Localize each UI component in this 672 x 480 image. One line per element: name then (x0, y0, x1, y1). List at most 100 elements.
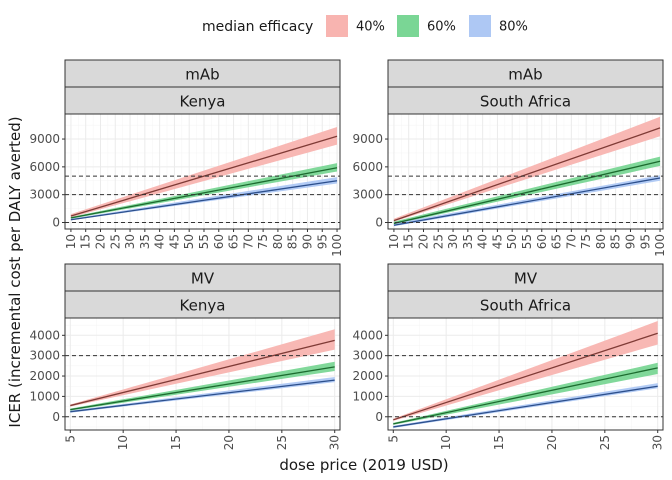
x-tick-label: 30 (123, 234, 137, 249)
y-tick-label: 1000 (29, 389, 60, 403)
strip-country-label: Kenya (180, 297, 226, 315)
strip-country (64, 290, 341, 319)
x-tick-label: 15 (402, 234, 416, 249)
panel-border (387, 113, 664, 230)
y-tick-label: 6000 (29, 160, 60, 174)
strip-country-label: South Africa (480, 93, 571, 111)
ribbon-40pct (393, 321, 658, 421)
panel-border (64, 113, 341, 230)
x-tick-label: 30 (446, 234, 460, 249)
y-tick-label: 9000 (29, 132, 60, 146)
series-group (70, 329, 335, 413)
x-tick-label: 5 (63, 435, 77, 443)
x-tick-label: 45 (490, 234, 504, 249)
x-tick-label: 40 (476, 234, 490, 249)
strip-country (387, 290, 664, 319)
x-tick-label: 30 (328, 435, 342, 450)
x-tick-label: 85 (286, 234, 300, 249)
line-40pct (393, 332, 658, 421)
x-tick-label: 80 (594, 234, 608, 249)
x-tick-label: 80 (271, 234, 285, 249)
x-tick-label: 90 (623, 234, 637, 249)
strip-product-label: mAb (508, 66, 542, 84)
strip-country-label: Kenya (180, 93, 226, 111)
strip-country-label: South Africa (480, 297, 571, 315)
legend-swatch-3 (469, 15, 491, 37)
x-tick-label: 65 (550, 234, 564, 249)
strip-product-label: MV (191, 270, 215, 288)
x-tick-label: 100 (653, 234, 667, 257)
x-tick-label: 65 (227, 234, 241, 249)
y-tick-label: 0 (375, 410, 383, 424)
x-tick-label: 5 (386, 435, 400, 443)
x-tick-label: 25 (275, 435, 289, 450)
line-60pct (70, 366, 335, 411)
legend-label-3: 80% (499, 20, 528, 35)
x-tick-label: 60 (535, 234, 549, 249)
panel-border (64, 317, 341, 431)
y-tick-label: 0 (52, 216, 60, 230)
line-60pct (393, 160, 661, 225)
strip-product-label: MV (514, 270, 538, 288)
panel-2: mAb South Africa 0 3000 6000 9000 10 15 20 25 30 35… (352, 59, 667, 257)
legend-swatch-2 (397, 15, 419, 37)
strip-product-label: mAb (185, 66, 219, 84)
line-40pct (70, 339, 335, 407)
legend-items: 40% 60% 80% (326, 15, 528, 37)
x-tick-label: 40 (153, 234, 167, 249)
x-tick-label: 25 (108, 234, 122, 249)
x-tick-label: 20 (222, 435, 236, 450)
line-40pct (393, 127, 661, 222)
x-tick-label: 50 (182, 234, 196, 249)
series-group (393, 116, 661, 227)
panel-border (387, 317, 664, 431)
x-tick-label: 50 (505, 234, 519, 249)
x-tick-label: 15 (169, 435, 183, 450)
y-tick-label: 3000 (352, 349, 383, 363)
x-tick-label: 55 (197, 234, 211, 249)
y-axis-title: ICER (incremental cost per DALY averted) (6, 116, 24, 427)
y-tick-label: 9000 (352, 132, 383, 146)
x-tick-label: 85 (609, 234, 623, 249)
y-tick-label: 1000 (352, 389, 383, 403)
x-tick-label: 25 (431, 234, 445, 249)
strip-product (64, 263, 341, 292)
panel-3: MV Kenya 0 1000 2000 3000 4000 5 10 15 20 25 30 (29, 263, 342, 450)
line-80pct (393, 385, 658, 428)
x-tick-label: 90 (300, 234, 314, 249)
x-tick-label: 25 (598, 435, 612, 450)
x-tick-label: 75 (256, 234, 270, 249)
x-tick-label: 35 (461, 234, 475, 249)
x-tick-label: 30 (651, 435, 665, 450)
y-tick-label: 4000 (352, 328, 383, 342)
legend: median efficacy 40% 60% 80% (202, 15, 528, 37)
y-tick-label: 2000 (29, 369, 60, 383)
x-tick-label: 10 (387, 234, 401, 249)
x-tick-label: 15 (492, 435, 506, 450)
strip-product (64, 59, 341, 88)
line-80pct (70, 180, 338, 221)
ribbon-40pct (70, 329, 335, 407)
y-tick-label: 3000 (29, 349, 60, 363)
strip-country (387, 86, 664, 115)
x-tick-label: 15 (79, 234, 93, 249)
y-tick-label: 0 (52, 410, 60, 424)
x-tick-label: 95 (315, 234, 329, 249)
y-tick-label: 0 (375, 216, 383, 230)
x-tick-label: 70 (241, 234, 255, 249)
x-tick-label: 10 (64, 234, 78, 249)
line-80pct (393, 177, 661, 226)
strip-product (387, 263, 664, 292)
x-tick-label: 70 (564, 234, 578, 249)
line-80pct (70, 379, 335, 413)
y-tick-label: 4000 (29, 328, 60, 342)
x-tick-label: 55 (520, 234, 534, 249)
y-tick-label: 3000 (352, 188, 383, 202)
y-tick-label: 2000 (352, 369, 383, 383)
legend-label-2: 60% (427, 20, 456, 35)
x-tick-label: 45 (167, 234, 181, 249)
x-tick-label: 20 (545, 435, 559, 450)
x-tick-label: 75 (579, 234, 593, 249)
x-tick-label: 10 (116, 435, 130, 450)
legend-title: median efficacy (202, 19, 313, 35)
